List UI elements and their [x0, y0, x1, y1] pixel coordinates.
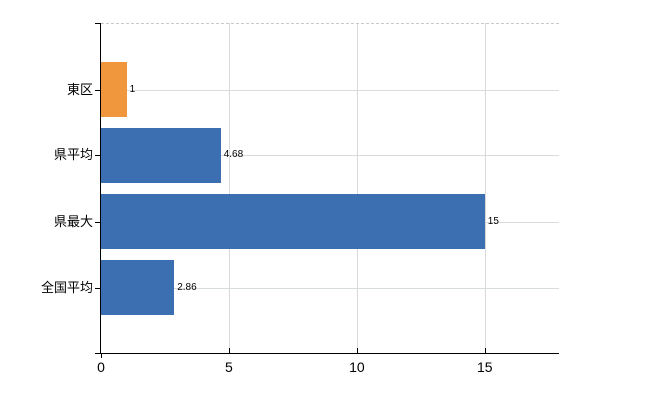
x-axis-tick-label: 15 — [477, 359, 493, 375]
y-axis-tick — [95, 89, 101, 91]
x-axis-tick-label: 0 — [97, 359, 105, 375]
y-gridline — [101, 89, 559, 91]
bar-value-label: 2.86 — [177, 281, 197, 293]
bar — [101, 62, 127, 117]
x-axis-tick — [484, 348, 486, 353]
y-axis-tick — [95, 23, 101, 24]
plot-top-border — [101, 23, 559, 24]
bar-value-label: 1 — [129, 83, 136, 95]
bar — [101, 127, 221, 183]
y-axis-tick — [95, 287, 101, 289]
y-gridline — [101, 287, 559, 289]
bar — [101, 260, 175, 315]
x-gridline — [484, 23, 486, 353]
y-axis-category-label: 東区 — [66, 81, 93, 97]
bar-value-label: 4.68 — [223, 149, 244, 160]
y-axis-category-label: 県最大 — [53, 213, 93, 229]
y-axis-tick — [95, 221, 101, 223]
y-axis-tick — [95, 155, 101, 156]
y-axis-category-label: 県平均 — [53, 147, 93, 162]
x-axis-tick — [228, 348, 230, 353]
y-gridline — [101, 155, 559, 156]
x-axis-tick-label: 10 — [349, 359, 365, 375]
bar-value-label: 15 — [487, 215, 499, 227]
x-gridline — [228, 23, 230, 353]
x-gridline — [356, 23, 358, 353]
x-axis-line — [95, 353, 559, 354]
y-axis-category-label: 全国平均 — [40, 279, 93, 295]
bar — [101, 194, 485, 249]
y-axis-line — [100, 23, 101, 353]
x-axis-tick — [356, 348, 358, 353]
x-axis-tick — [101, 353, 102, 358]
x-axis-tick-label: 5 — [225, 359, 233, 375]
